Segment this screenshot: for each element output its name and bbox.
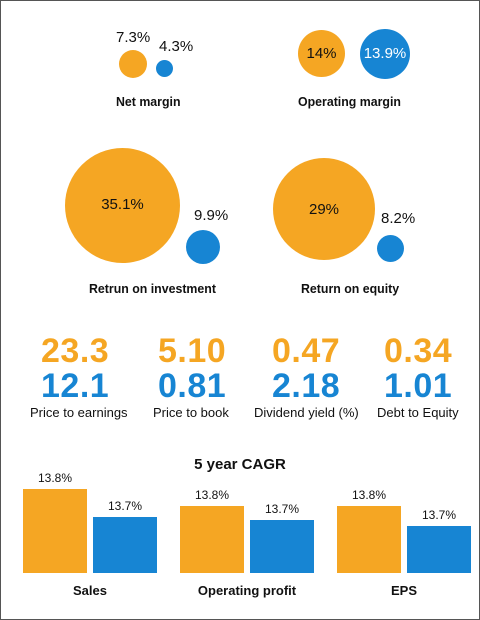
roi-blue-value: 9.9%	[194, 207, 229, 224]
net-margin-orange-circle	[119, 50, 147, 78]
roe-blue-circle	[377, 235, 404, 262]
dy-blue-value: 2.18	[272, 367, 341, 405]
cagr-bar-label: 13.8%	[351, 488, 387, 502]
pe-orange-value: 23.3	[41, 332, 110, 370]
de-label: Debt to Equity	[377, 405, 459, 420]
cagr-bar-label: 13.7%	[421, 508, 457, 522]
pb-blue-value: 0.81	[158, 367, 227, 405]
cagr-bar-eps-blue	[407, 526, 471, 573]
roe-label: Return on equity	[301, 281, 400, 296]
cagr-bar-sales-orange	[23, 489, 87, 573]
de-blue-value: 1.01	[384, 367, 453, 405]
net-margin-label: Net margin	[116, 94, 181, 109]
cagr-bar-label: 13.8%	[37, 471, 73, 485]
roi-orange-value: 35.1%	[101, 196, 144, 213]
roi-blue-circle	[186, 230, 220, 264]
pe-blue-value: 12.1	[41, 367, 110, 405]
cagr-category-label: Operating profit	[197, 583, 297, 598]
roe-orange-value: 29%	[308, 201, 340, 218]
cagr-bar-label: 13.7%	[107, 499, 143, 513]
dy-orange-value: 0.47	[272, 332, 341, 370]
cagr-category-label: Sales	[73, 583, 107, 598]
operating-margin-blue-value: 13.9%	[363, 45, 407, 62]
pe-label: Price to earnings	[30, 405, 128, 420]
roe-blue-value: 8.2%	[381, 210, 416, 227]
roi-label: Retrun on investment	[89, 281, 216, 296]
net-margin-blue-circle	[156, 60, 173, 77]
pb-orange-value: 5.10	[158, 332, 227, 370]
de-orange-value: 0.34	[384, 332, 453, 370]
cagr-category-label: EPS	[390, 583, 417, 598]
net-margin-blue-value: 4.3%	[159, 38, 194, 55]
cagr-bar-sales-blue	[93, 517, 157, 573]
pb-label: Price to book	[153, 405, 229, 420]
cagr-bar-label: 13.7%	[264, 502, 300, 516]
roe-orange-circle	[273, 158, 375, 260]
net-margin-orange-value: 7.3%	[116, 29, 151, 46]
operating-margin-label: Operating margin	[298, 94, 401, 109]
dy-label: Dividend yield (%)	[254, 405, 359, 420]
cagr-bar-operating-profit-orange	[180, 506, 244, 573]
cagr-title: 5 year CAGR	[194, 456, 286, 473]
operating-margin-orange-value: 14%	[306, 45, 337, 62]
operating-margin-orange-circle	[298, 30, 345, 77]
cagr-bar-eps-orange	[337, 506, 401, 573]
roi-orange-circle	[65, 148, 180, 263]
operating-margin-blue-circle	[360, 29, 410, 79]
cagr-bar-label: 13.8%	[194, 488, 230, 502]
cagr-bar-operating-profit-blue	[250, 520, 314, 573]
